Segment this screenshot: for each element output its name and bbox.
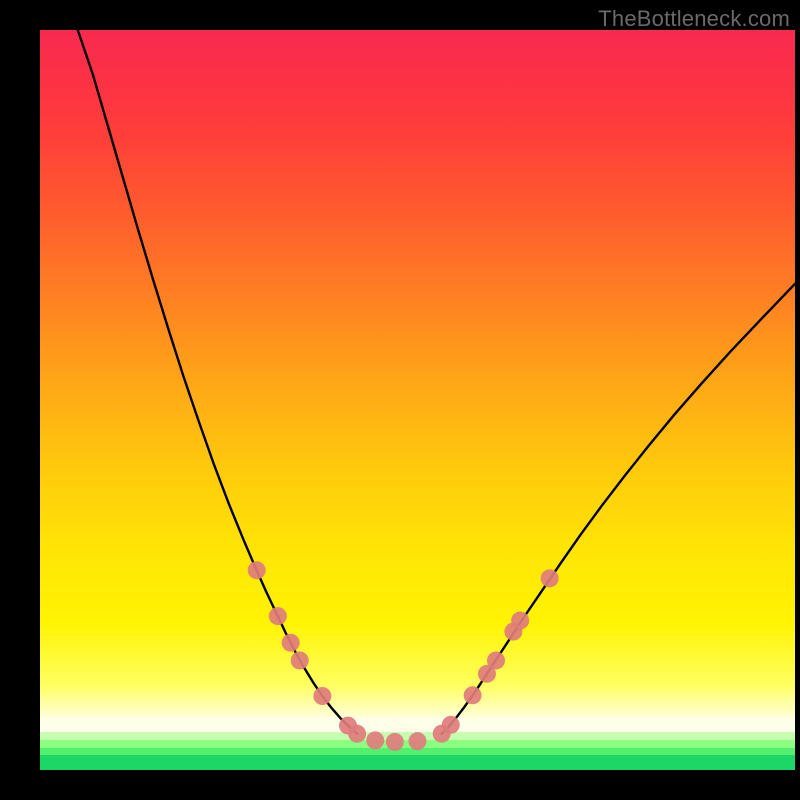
chart-marker <box>442 716 460 734</box>
chart-marker <box>366 731 384 749</box>
watermark-text: TheBottleneck.com <box>598 6 790 32</box>
chart-marker <box>511 612 529 630</box>
chart-marker <box>348 725 366 743</box>
chart-curve <box>78 30 357 734</box>
chart-marker <box>313 687 331 705</box>
chart-marker <box>409 732 427 750</box>
chart-marker <box>248 561 266 579</box>
chart-marker <box>291 651 309 669</box>
chart-marker <box>541 569 559 587</box>
chart-marker <box>386 733 404 751</box>
chart-curves-svg <box>40 30 795 770</box>
chart-marker <box>464 686 482 704</box>
chart-plot-region <box>40 30 795 770</box>
chart-marker <box>269 607 287 625</box>
chart-marker <box>487 651 505 669</box>
chart-marker <box>282 634 300 652</box>
